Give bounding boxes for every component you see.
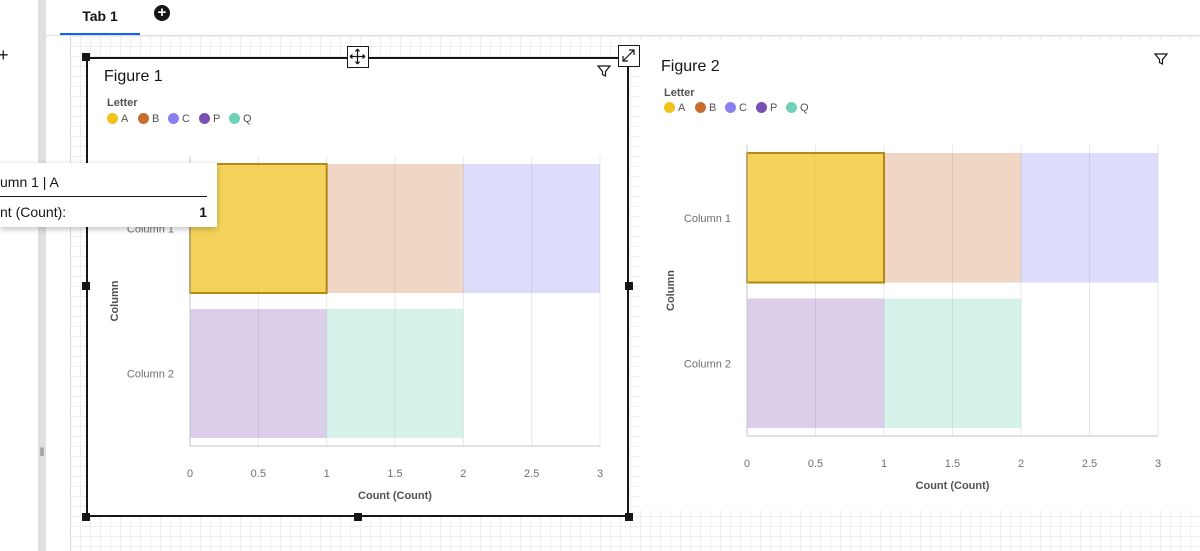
legend-label: A [121, 113, 129, 125]
tooltip-divider [0, 196, 207, 197]
legend-swatch-b [695, 102, 706, 113]
x-axis-label: Count (Count) [916, 480, 990, 492]
legend-label: B [152, 113, 160, 125]
chart-figure-1[interactable]: Column 1 Column 2 0 0.5 1 1.5 2 2.5 3 Count (Coun… [88, 59, 627, 515]
filter-icon[interactable] [597, 64, 611, 78]
left-panel: + [0, 0, 38, 551]
plus-circle-icon[interactable]: + [154, 5, 170, 21]
y-tick-label: Column 2 [127, 369, 174, 381]
legend-swatch-p [756, 102, 767, 113]
x-tick-label: 2 [460, 468, 466, 480]
legend-item-c[interactable]: C [725, 102, 747, 114]
legend-item-a[interactable]: A [107, 113, 128, 125]
legend-item-b[interactable]: B [695, 102, 716, 114]
y-tick-label: Column 1 [684, 213, 731, 225]
bar-column-1-c[interactable] [1021, 153, 1158, 283]
figure-1-widget[interactable]: Figure 1 Letter A B C P Q Column 1 Column… [86, 57, 629, 517]
chart-tooltip: umn 1 | A nt (Count): 1 [0, 163, 217, 227]
y-axis-label: Column [665, 270, 677, 311]
plus-icon[interactable]: + [0, 45, 9, 65]
x-tick-label: 0 [744, 458, 750, 470]
legend-label: C [739, 102, 747, 114]
legend-item-b[interactable]: B [138, 113, 159, 125]
legend-swatch-c [725, 102, 736, 113]
x-tick-label: 1.5 [387, 468, 402, 480]
legend-label: B [709, 102, 717, 114]
tab-bar: Tab 1 + [46, 0, 1200, 36]
bar-column-1-a[interactable] [746, 152, 885, 284]
legend-item-q[interactable]: Q [229, 113, 252, 125]
expand-button[interactable] [618, 45, 640, 67]
legend-label: P [213, 113, 221, 125]
resize-handle-se[interactable] [625, 513, 633, 521]
legend-item-p[interactable]: P [756, 102, 777, 114]
x-tick-label: 3 [1155, 458, 1161, 470]
x-tick-label: 0 [187, 468, 193, 480]
legend-label: C [182, 113, 190, 125]
filter-icon[interactable] [1154, 52, 1168, 66]
bar-column-2-q[interactable] [326, 309, 464, 438]
move-handle[interactable] [347, 46, 369, 68]
figure-title: Figure 1 [104, 68, 163, 85]
x-tick-label: 2.5 [1082, 458, 1097, 470]
bar-column-1-b[interactable] [326, 164, 464, 293]
legend-item-c[interactable]: C [168, 113, 190, 125]
resize-handle-sw[interactable] [82, 513, 90, 521]
legend-swatch-c [168, 113, 179, 124]
x-tick-label: 2.5 [524, 468, 539, 480]
legend-label: Q [243, 113, 252, 125]
x-axis-label: Count (Count) [358, 490, 432, 502]
drag-handle-icon[interactable]: ‖ [39, 445, 45, 459]
bar-column-1-c[interactable] [463, 164, 600, 293]
x-tick-label: 0.5 [808, 458, 823, 470]
chart-figure-2[interactable]: Column 1 Column 2 0 0.5 1 1.5 2 2.5 3 Count (Coun… [640, 40, 1200, 510]
x-tick-label: 1 [324, 468, 330, 480]
bar-column-2-q[interactable] [884, 298, 1021, 429]
legend-title: Letter [664, 87, 695, 99]
legend-label: P [770, 102, 778, 114]
move-icon [349, 48, 366, 65]
maximize-icon [622, 49, 635, 62]
legend-swatch-b [138, 113, 149, 124]
legend-title: Letter [107, 97, 138, 109]
legend-item-q[interactable]: Q [786, 102, 809, 114]
panel-resize-bar[interactable] [38, 0, 46, 551]
legend-swatch-q [229, 113, 240, 124]
figure-2-widget[interactable]: Figure 2 Letter A B C P Q Column 1 Column… [640, 40, 1200, 510]
bar-column-1-b[interactable] [884, 153, 1021, 283]
x-tick-label: 1 [881, 458, 887, 470]
legend-item-a[interactable]: A [664, 102, 685, 114]
bar-column-2-p[interactable] [190, 309, 327, 438]
legend-swatch-q [786, 102, 797, 113]
resize-handle-w[interactable] [82, 282, 90, 290]
tab-1[interactable]: Tab 1 [60, 0, 140, 35]
x-tick-label: 3 [597, 468, 603, 480]
legend-label: A [678, 102, 686, 114]
resize-handle-s[interactable] [354, 513, 362, 521]
resize-handle-nw[interactable] [82, 53, 90, 61]
legend-label: Q [800, 102, 809, 114]
tooltip-label: nt (Count): [0, 204, 67, 220]
x-tick-label: 0.5 [251, 468, 266, 480]
legend-swatch-a [664, 102, 675, 113]
canvas-edge [70, 36, 71, 551]
legend-item-p[interactable]: P [199, 113, 220, 125]
x-tick-label: 1.5 [945, 458, 960, 470]
y-axis-label: Column [109, 280, 121, 321]
tooltip-value: 1 [199, 204, 207, 220]
x-tick-label: 2 [1018, 458, 1024, 470]
resize-handle-e[interactable] [625, 282, 633, 290]
legend-swatch-p [199, 113, 210, 124]
bar-column-2-p[interactable] [747, 298, 884, 429]
tooltip-title: umn 1 | A [0, 174, 59, 190]
legend-swatch-a [107, 113, 118, 124]
figure-title: Figure 2 [661, 58, 720, 75]
y-tick-label: Column 2 [684, 358, 731, 370]
